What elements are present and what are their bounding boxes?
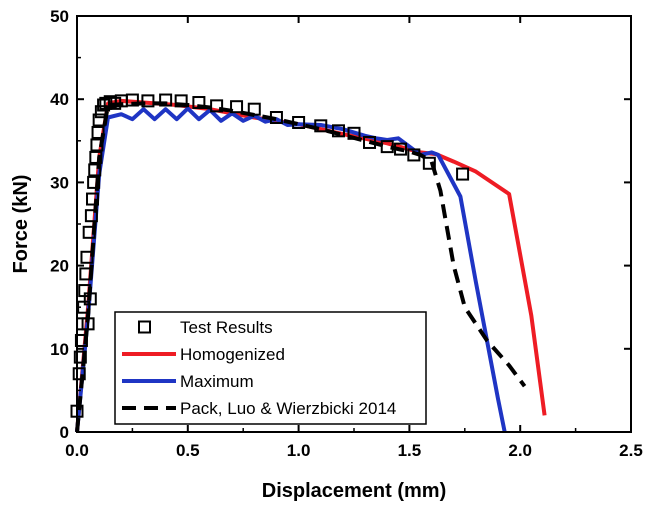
data-point	[210, 99, 224, 113]
legend-label: Pack, Luo & Wierzbicki 2014	[180, 399, 396, 418]
data-point	[192, 96, 206, 110]
series-line-3	[75, 101, 527, 433]
data-point	[89, 150, 103, 164]
data-point	[81, 317, 95, 331]
x-tick-label: 0.0	[65, 441, 89, 460]
data-point	[422, 156, 436, 170]
data-point	[407, 148, 421, 162]
y-tick-label: 10	[50, 340, 69, 359]
data-point	[86, 192, 100, 206]
data-point	[74, 333, 88, 347]
y-tick-label: 30	[50, 173, 69, 192]
x-tick-label: 2.0	[508, 441, 532, 460]
data-point	[79, 267, 93, 281]
data-point	[88, 163, 102, 177]
data-point	[331, 124, 345, 138]
x-tick-label: 1.0	[287, 441, 311, 460]
data-point	[90, 138, 104, 152]
data-point	[94, 105, 108, 119]
legend: Test Results Homogenized Maximum Pack, Luo …	[114, 311, 427, 425]
y-tick-label: 20	[50, 257, 69, 276]
x-tick-label: 2.5	[619, 441, 643, 460]
data-point	[292, 115, 306, 129]
data-point	[108, 96, 122, 110]
data-point	[456, 167, 470, 181]
legend-marker	[138, 320, 151, 334]
data-point	[84, 209, 98, 223]
x-tick-label: 1.5	[398, 441, 422, 460]
data-point	[380, 140, 394, 154]
series-layer	[70, 93, 547, 433]
data-point	[87, 175, 101, 189]
data-point	[82, 225, 96, 239]
data-point	[80, 250, 94, 264]
legend-label: Homogenized	[180, 345, 285, 364]
data-point	[99, 96, 113, 110]
data-point	[91, 125, 105, 139]
data-point	[141, 94, 155, 108]
x-axis-title: Displacement (mm)	[262, 480, 447, 502]
legend-label: Maximum	[180, 372, 254, 391]
legend-box	[114, 311, 427, 425]
y-tick-label: 50	[50, 7, 69, 26]
data-point	[394, 142, 408, 156]
legend-label: Test Results	[180, 318, 273, 337]
data-point	[92, 113, 106, 127]
y-tick-label: 40	[50, 90, 69, 109]
data-point	[72, 367, 86, 381]
data-point	[83, 292, 97, 306]
data-point	[174, 94, 188, 108]
data-point	[73, 350, 87, 364]
data-point	[247, 102, 261, 116]
data-point	[314, 119, 328, 133]
axes-layer: 0.0 0.5 1.0 1.5 2.0 2.5 0 10 20 30 40 50	[50, 7, 643, 460]
data-point	[125, 93, 139, 107]
y-axis-title: Force (kN)	[10, 175, 32, 274]
data-point	[347, 126, 361, 140]
y-tick-label: 0	[60, 423, 69, 442]
data-point	[363, 135, 377, 149]
data-point	[269, 111, 283, 125]
data-point	[159, 93, 173, 107]
x-tick-label: 0.5	[176, 441, 200, 460]
series-line-2	[75, 106, 507, 433]
data-point	[230, 100, 244, 114]
